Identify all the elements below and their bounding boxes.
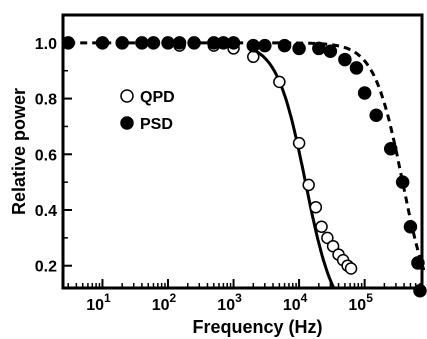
- psd-point: [172, 36, 187, 50]
- psd-point: [338, 52, 352, 67]
- qpd-point: [292, 136, 306, 150]
- x-tick-exponent: 1: [104, 291, 111, 305]
- x-tick-label: 102: [152, 291, 177, 314]
- psd-point: [161, 36, 175, 50]
- psd-point: [187, 36, 201, 50]
- plot-frame: [61, 13, 424, 290]
- qpd-point: [247, 50, 260, 64]
- psd-fit-line: [68, 41, 426, 271]
- x-tick-exponent: 4: [301, 291, 308, 305]
- y-axis-title: Relative power: [9, 88, 29, 215]
- y-tick-label: 0.4: [35, 203, 57, 220]
- psd-point: [369, 108, 383, 123]
- legend: QPD PSD: [120, 89, 175, 133]
- psd-point: [411, 256, 425, 270]
- psd-point: [277, 38, 292, 53]
- x-tick-exponent: 3: [235, 291, 242, 305]
- legend-marker-psd: [120, 116, 134, 130]
- x-tick-exponent: 2: [170, 291, 177, 305]
- psd-point: [246, 38, 261, 53]
- psd-point: [258, 38, 272, 53]
- psd-point: [383, 141, 398, 156]
- x-tick-base: 10: [86, 297, 104, 314]
- psd-point: [323, 44, 338, 58]
- fit-curves: [68, 41, 426, 289]
- qpd-point: [273, 75, 286, 89]
- psd-point: [95, 36, 110, 50]
- y-tick-label: 0.2: [35, 259, 57, 276]
- x-tick-base: 10: [283, 297, 301, 314]
- legend-marker-qpd: [120, 89, 134, 103]
- x-tick-label: 103: [217, 291, 242, 314]
- psd-point: [226, 36, 241, 50]
- psd-point: [135, 36, 149, 50]
- x-tick-label: 104: [283, 291, 308, 314]
- psd-point: [395, 175, 410, 189]
- data-points: [61, 36, 427, 298]
- qpd-point: [344, 262, 358, 275]
- qpd-point: [321, 231, 334, 245]
- qpd-fit-line: [252, 48, 335, 289]
- psd-point: [349, 61, 364, 75]
- psd-point: [312, 41, 326, 56]
- plot-area: [61, 13, 424, 290]
- axes: 101 102 103 104 1050.20.40.60.81.0Frequency …: [9, 36, 421, 337]
- psd-point: [403, 219, 418, 234]
- y-tick-label: 0.6: [35, 147, 57, 164]
- x-tick-base: 10: [217, 297, 235, 314]
- qpd-point: [309, 200, 323, 214]
- y-tick-label: 0.8: [35, 92, 57, 109]
- x-tick-base: 10: [348, 297, 366, 314]
- legend-label-qpd: QPD: [140, 89, 175, 106]
- psd-point: [115, 36, 129, 50]
- qpd-point: [315, 220, 328, 233]
- psd-point: [292, 41, 306, 56]
- x-tick-label: 101: [86, 291, 111, 314]
- x-tick-exponent: 5: [366, 291, 373, 305]
- legend-label-psd: PSD: [140, 116, 173, 133]
- y-tick-label: 1.0: [35, 36, 57, 53]
- psd-point: [357, 86, 372, 100]
- x-axis-title: Frequency (Hz): [192, 317, 322, 337]
- x-tick-base: 10: [152, 297, 170, 314]
- x-tick-label: 105: [348, 291, 373, 314]
- qpd-point: [302, 178, 315, 192]
- psd-point: [146, 36, 161, 50]
